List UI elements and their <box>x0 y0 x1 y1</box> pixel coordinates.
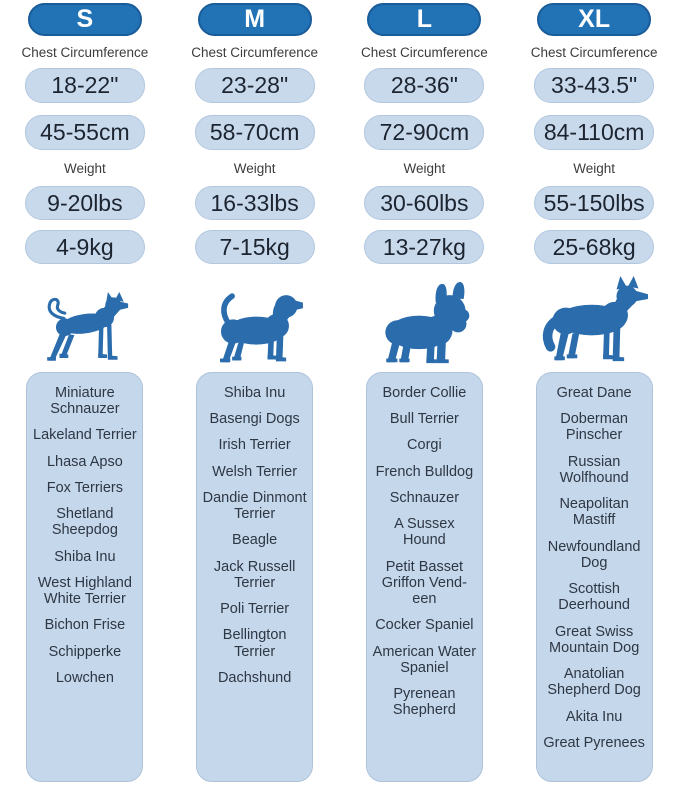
size-badge-l: L <box>367 3 482 36</box>
breed-item: Miniature Schnauzer <box>50 385 120 418</box>
size-badge-xl: XL <box>537 3 652 36</box>
breed-list-xl: Great Dane Doberman Pinscher Russian Wol… <box>535 372 653 782</box>
breed-item: Shetland Sheepdog <box>51 506 118 539</box>
breed-list-m: Shiba Inu Basengi Dogs Irish Terrier Wel… <box>196 372 314 782</box>
chest-cm-value: 58-70cm <box>194 115 315 150</box>
breed-item: Petit Basset Griffon Vend-een <box>381 558 467 608</box>
size-badge-s: S <box>27 3 142 36</box>
breed-item: Shiba Inu <box>54 548 116 565</box>
breed-item: Pyrenean Shepherd <box>392 686 456 719</box>
breed-list-s: Miniature Schnauzer Lakeland Terrier Lha… <box>26 372 144 782</box>
breed-item: French Bulldog <box>375 463 474 480</box>
chest-inches-value: 33-43.5" <box>534 68 655 103</box>
breed-item: Shiba Inu <box>223 385 286 401</box>
breed-item: Great Pyrenees <box>543 734 645 751</box>
breed-item: Great Dane <box>556 385 632 401</box>
weight-lbs-value: 16-33lbs <box>194 186 315 220</box>
breed-item: Schnauzer <box>389 489 460 506</box>
weight-lbs-value: 55-150lbs <box>534 186 655 220</box>
chest-inches-value: 18-22" <box>24 68 145 103</box>
breed-list-l: Border Collie Bull Terrier Corgi French … <box>365 372 483 782</box>
breed-item: Dandie Dinmont Terrier <box>202 489 307 523</box>
breed-item: Beagle <box>232 532 278 549</box>
chest-cm-value: 45-55cm <box>24 115 145 150</box>
chest-circumference-label: Chest Circumference <box>530 45 658 60</box>
chest-cm-value: 72-90cm <box>364 115 485 150</box>
breed-item: Cocker Spaniel <box>375 617 474 634</box>
breed-item: A Sussex Hound <box>394 516 455 549</box>
breed-item: Bull Terrier <box>389 411 459 428</box>
xlarge-dog-husky-silhouette-icon <box>540 264 649 366</box>
weight-kg-value: 7-15kg <box>194 230 315 264</box>
breed-item: Bellington Terrier <box>222 627 287 660</box>
breed-item: Newfoundland Dog <box>547 538 641 571</box>
breed-item: Anatolian Shepherd Dog <box>547 666 641 699</box>
chest-inches-value: 28-36" <box>364 68 485 103</box>
weight-lbs-value: 30-60lbs <box>364 186 485 220</box>
large-dog-french-bulldog-silhouette-icon <box>376 264 473 366</box>
breed-item: Dachshund <box>217 669 292 686</box>
breed-item: Neapolitan Mastiff <box>559 496 629 529</box>
breed-item: Russian Wolfhound <box>559 453 629 486</box>
breed-item: Akita Inu <box>565 708 623 725</box>
breed-item: Scottish Deerhound <box>558 581 630 614</box>
weight-label: Weight <box>63 161 106 176</box>
weight-kg-value: 25-68kg <box>534 230 655 264</box>
breed-item: Fox Terriers <box>46 479 124 496</box>
breed-item: American Water Spaniel <box>372 643 477 676</box>
chest-circumference-label: Chest Circumference <box>360 45 488 60</box>
chest-cm-value: 84-110cm <box>534 115 655 150</box>
breed-item: Poli Terrier <box>220 601 290 618</box>
weight-label: Weight <box>233 161 276 176</box>
weight-label: Weight <box>403 161 446 176</box>
breed-item: Bichon Frise <box>44 617 126 634</box>
medium-dog-beagle-silhouette-icon <box>206 264 304 366</box>
chest-inches-value: 23-28" <box>194 68 315 103</box>
size-column-l: L Chest Circumference 28-36" 72-90cm Wei… <box>340 0 510 789</box>
breed-item: Lhasa Apso <box>46 453 123 470</box>
small-dog-pinscher-silhouette-icon <box>41 264 129 366</box>
weight-lbs-value: 9-20lbs <box>24 186 145 220</box>
breed-item: Irish Terrier <box>218 437 291 454</box>
chest-circumference-label: Chest Circumference <box>21 45 149 60</box>
breed-item: Jack Russell Terrier <box>213 558 296 591</box>
breed-item: Basengi Dogs <box>209 411 300 428</box>
size-badge-m: M <box>197 3 312 36</box>
breed-item: West Highland White Terrier <box>37 574 132 608</box>
breed-item: Border Collie <box>382 385 467 401</box>
breed-item: Lakeland Terrier <box>33 427 137 444</box>
breed-item: Schipperke <box>48 643 122 660</box>
weight-kg-value: 4-9kg <box>24 230 145 264</box>
breed-item: Great Swiss Mountain Dog <box>548 623 640 656</box>
breed-item: Doberman Pinscher <box>560 411 628 444</box>
breed-item: Corgi <box>407 437 442 454</box>
breed-item: Lowchen <box>55 669 114 686</box>
chest-circumference-label: Chest Circumference <box>191 45 319 60</box>
size-column-m: M Chest Circumference 23-28" 58-70cm Wei… <box>170 0 340 789</box>
weight-label: Weight <box>573 161 616 176</box>
size-column-s: S Chest Circumference 18-22" 45-55cm Wei… <box>0 0 170 789</box>
breed-item: Welsh Terrier <box>212 463 298 480</box>
weight-kg-value: 13-27kg <box>364 230 485 264</box>
size-column-xl: XL Chest Circumference 33-43.5" 84-110cm… <box>509 0 679 789</box>
